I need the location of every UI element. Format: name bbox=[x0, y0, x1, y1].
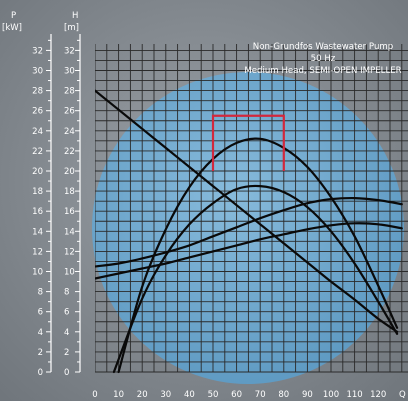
chart-title-line-1: Non-Grundfos Wastewater Pump bbox=[253, 42, 393, 52]
p-axis-tick-label: 18 bbox=[32, 187, 43, 197]
p-axis-tick-label: 6 bbox=[38, 308, 43, 318]
chart-title-line-3: Medium Head, SEMI-OPEN IMPELLER bbox=[244, 66, 401, 76]
h-axis-tick-label: 18 bbox=[64, 187, 75, 197]
h-axis-tick-label: 8 bbox=[64, 288, 69, 298]
x-axis-tick-label: 0 bbox=[92, 390, 97, 400]
h-axis-label: H bbox=[72, 11, 78, 21]
x-axis-tick-label: 10 bbox=[113, 390, 124, 400]
chart-title-line-2: 50 Hz bbox=[311, 54, 336, 64]
curve-5 bbox=[95, 222, 403, 280]
h-axis-tick-label: 6 bbox=[64, 308, 69, 318]
p-axis-tick-label: 0 bbox=[38, 368, 43, 378]
x-axis-tick-label: 50 bbox=[208, 390, 219, 400]
h-axis-unit: [m] bbox=[64, 23, 79, 33]
p-axis-tick-label: 22 bbox=[32, 147, 43, 157]
p-axis-label: P bbox=[11, 11, 16, 21]
p-axis-tick-label: 10 bbox=[32, 268, 43, 278]
curve-2 bbox=[117, 137, 399, 374]
x-axis-tick-label: 30 bbox=[160, 390, 171, 400]
x-axis-tick-label: 120 bbox=[370, 390, 386, 400]
h-axis-tick-label: 16 bbox=[64, 207, 75, 217]
x-axis-tick-label: 100 bbox=[323, 390, 339, 400]
h-axis-tick-label: 26 bbox=[64, 107, 75, 117]
p-axis-tick-label: 20 bbox=[32, 167, 43, 177]
p-axis-tick-label: 8 bbox=[38, 288, 43, 298]
x-axis-tick-label: 80 bbox=[278, 390, 289, 400]
p-axis-tick-label: 28 bbox=[32, 87, 43, 97]
x-axis-tick-label: 20 bbox=[137, 390, 148, 400]
p-axis-tick-label: 12 bbox=[32, 247, 43, 257]
h-axis-tick-label: 0 bbox=[64, 368, 69, 378]
x-axis-tick-label: 70 bbox=[255, 390, 266, 400]
p-axis-tick-label: 4 bbox=[38, 328, 43, 338]
h-axis-tick-label: 20 bbox=[64, 167, 75, 177]
p-axis-tick-label: 16 bbox=[32, 207, 43, 217]
p-axis-tick-label: 24 bbox=[32, 127, 43, 137]
p-axis-tick-label: 30 bbox=[32, 67, 43, 77]
p-axis-tick-label: 2 bbox=[38, 348, 43, 358]
p-axis-unit: [kW] bbox=[2, 23, 22, 33]
p-axis-tick-label: 26 bbox=[32, 107, 43, 117]
x-axis-tick-label: 40 bbox=[184, 390, 195, 400]
curves bbox=[95, 89, 403, 374]
operating-range-bracket bbox=[211, 114, 285, 171]
curve-3 bbox=[112, 184, 399, 374]
h-axis-tick-label: 32 bbox=[64, 46, 75, 56]
h-axis-tick-label: 10 bbox=[64, 268, 75, 278]
x-axis-tick-label: 90 bbox=[302, 390, 313, 400]
x-axis-tick-label: 60 bbox=[231, 390, 242, 400]
p-axis-tick-label: 32 bbox=[32, 46, 43, 56]
h-axis-tick-label: 30 bbox=[64, 67, 75, 77]
x-axis-tick-label: 110 bbox=[346, 390, 362, 400]
h-axis-tick-label: 4 bbox=[64, 328, 69, 338]
h-axis-tick-label: 14 bbox=[64, 227, 75, 237]
h-axis-tick-label: 24 bbox=[64, 127, 75, 137]
h-axis-tick-label: 12 bbox=[64, 247, 75, 257]
x-axis-label: Q bbox=[399, 390, 406, 400]
curve-4 bbox=[95, 196, 403, 268]
h-axis-tick-label: 2 bbox=[64, 348, 69, 358]
h-axis-tick-label: 22 bbox=[64, 147, 75, 157]
p-axis-tick-label: 14 bbox=[32, 227, 43, 237]
curve-1 bbox=[95, 89, 399, 333]
h-axis-tick-label: 28 bbox=[64, 87, 75, 97]
